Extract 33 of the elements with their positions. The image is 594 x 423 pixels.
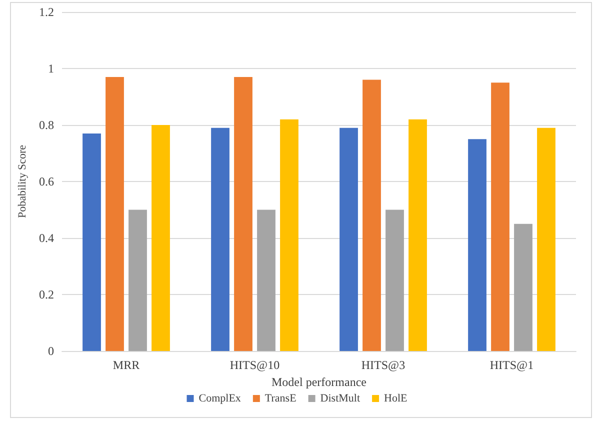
x-tick-label: HITS@1 xyxy=(490,358,534,372)
bar xyxy=(211,128,230,351)
y-tick-label: 1 xyxy=(48,62,54,76)
legend-label: ComplEx xyxy=(198,392,242,404)
bar xyxy=(514,224,532,351)
bar xyxy=(537,128,556,351)
bar xyxy=(82,133,101,351)
x-tick-label: MRR xyxy=(112,358,140,372)
bar xyxy=(106,76,124,351)
y-axis-title: Pobability Score xyxy=(16,144,29,218)
bar xyxy=(340,128,358,351)
y-tick-label: 0.6 xyxy=(39,174,54,188)
bar xyxy=(362,80,381,351)
y-tick-label: 0 xyxy=(48,344,54,358)
y-tick-label: 1.2 xyxy=(39,5,54,19)
y-tick-label: 0.4 xyxy=(39,231,54,245)
bar xyxy=(386,210,404,351)
legend-label: HolE xyxy=(384,392,408,404)
bar xyxy=(280,119,298,351)
bar xyxy=(491,82,510,351)
x-tick-label: HITS@3 xyxy=(361,358,406,372)
x-axis-title: Model performance xyxy=(272,374,366,389)
bar xyxy=(234,76,252,351)
bar xyxy=(128,210,147,351)
bar xyxy=(468,139,486,351)
y-tick-label: 0.2 xyxy=(39,288,54,302)
legend-label: DistMult xyxy=(320,392,360,404)
bar xyxy=(152,125,170,351)
bar xyxy=(257,210,276,351)
y-tick-label: 0.8 xyxy=(39,118,54,132)
x-tick-label: HITS@10 xyxy=(230,358,280,372)
legend-label: TransE xyxy=(264,392,297,404)
bar xyxy=(408,119,427,351)
